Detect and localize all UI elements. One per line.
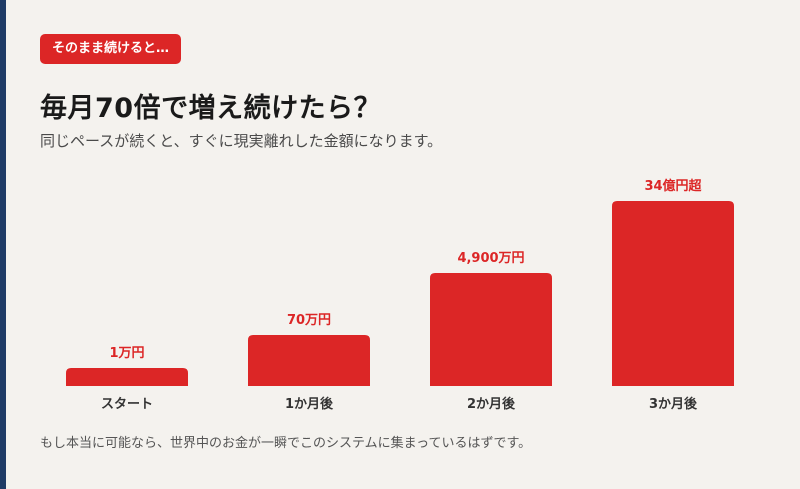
category-label-4: 3か月後 xyxy=(649,396,698,412)
bar-1 xyxy=(66,368,188,386)
bar-value-label-4: 34億円超 xyxy=(644,178,702,194)
section-badge: そのまま続けると… xyxy=(40,34,182,64)
bar-2 xyxy=(248,335,370,386)
left-accent-stripe xyxy=(0,0,6,489)
footnote: もし本当に可能なら、世界中のお金が一瞬でこのシステムに集まっているはずです。 xyxy=(40,436,532,451)
category-label-2: 1か月後 xyxy=(285,396,334,412)
bar-value-label-3: 4,900万円 xyxy=(457,251,524,266)
bar-3 xyxy=(430,273,552,386)
category-label-3: 2か月後 xyxy=(467,396,516,412)
category-label-1: スタート xyxy=(101,397,153,412)
page-subtitle: 同じペースが続くと、すぐに現実離れした金額になります。 xyxy=(40,132,443,150)
bar-value-label-2: 70万円 xyxy=(287,313,331,328)
bar-value-label-1: 1万円 xyxy=(109,346,144,361)
bar-4 xyxy=(612,201,734,386)
page-title: 毎月70倍で増え続けたら？ xyxy=(40,93,382,124)
